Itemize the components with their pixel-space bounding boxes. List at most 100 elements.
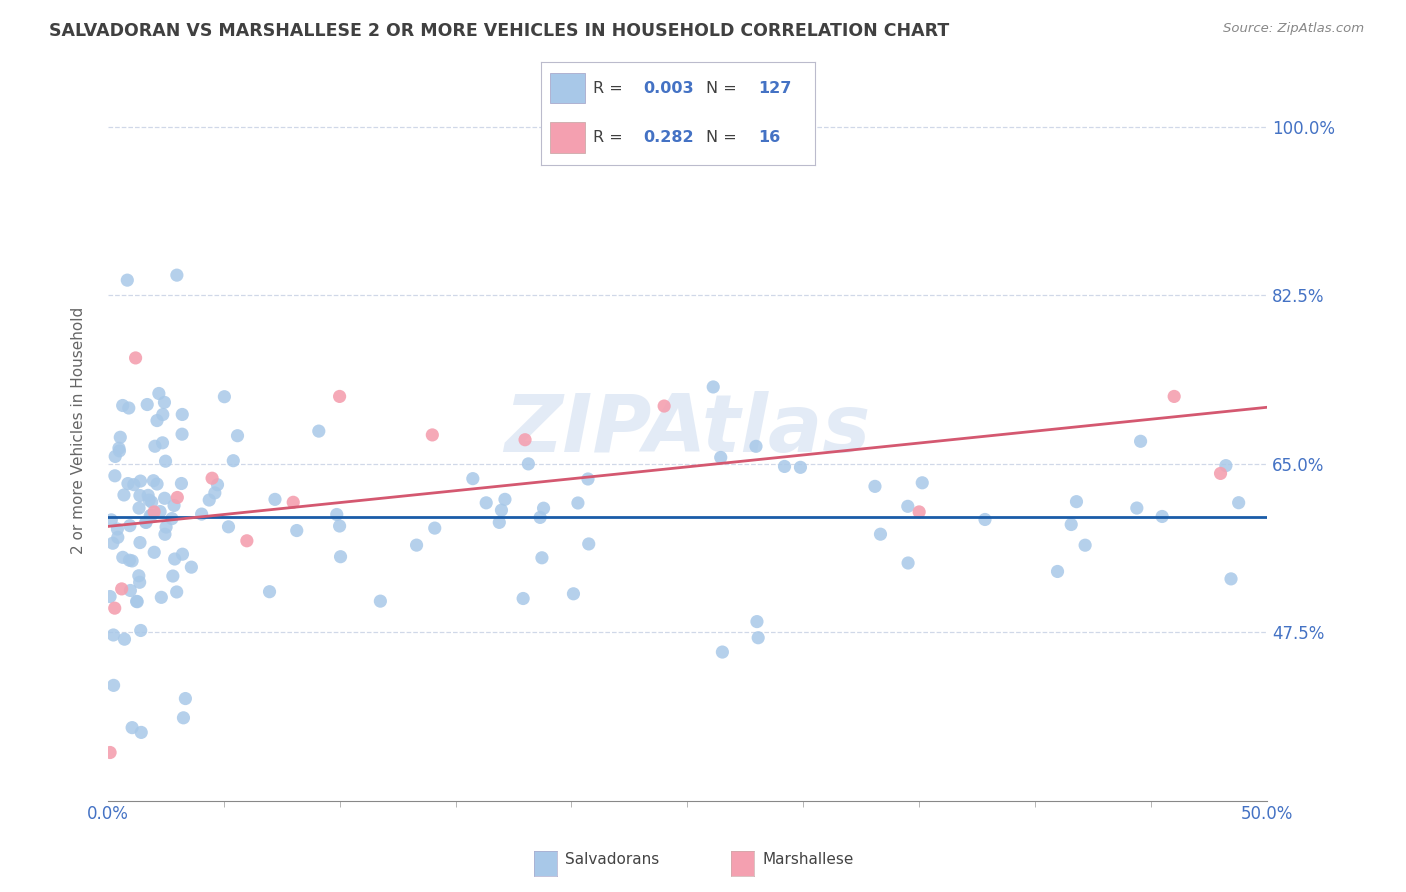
- Point: [1126, 501, 1149, 516]
- Text: Marshallese: Marshallese: [762, 853, 853, 867]
- Point: [141, 495, 163, 509]
- Point: [112, 488, 135, 502]
- Point: [128, 568, 150, 582]
- Point: [117, 476, 139, 491]
- Text: Salvadorans: Salvadorans: [565, 853, 659, 867]
- Text: 0.003: 0.003: [643, 80, 693, 95]
- Point: [143, 545, 166, 559]
- Text: Source: ZipAtlas.com: Source: ZipAtlas.com: [1223, 22, 1364, 36]
- Point: [264, 492, 287, 507]
- Point: [121, 721, 143, 735]
- Point: [745, 439, 768, 453]
- Text: ZIPAtlas: ZIPAtlas: [505, 391, 870, 469]
- Point: [162, 569, 184, 583]
- Point: [129, 535, 152, 549]
- Point: [174, 691, 197, 706]
- Point: [1209, 467, 1232, 481]
- Point: [141, 508, 163, 523]
- Point: [172, 547, 194, 561]
- Text: N =: N =: [706, 80, 742, 95]
- Point: [745, 615, 768, 629]
- Point: [180, 560, 202, 574]
- Point: [101, 536, 124, 550]
- Point: [118, 518, 141, 533]
- Point: [125, 594, 148, 608]
- Point: [135, 516, 157, 530]
- Point: [149, 504, 172, 518]
- Point: [533, 501, 555, 516]
- Point: [146, 413, 169, 427]
- Point: [773, 459, 796, 474]
- Point: [129, 624, 152, 638]
- Point: [897, 500, 920, 514]
- Point: [201, 471, 224, 485]
- Point: [236, 533, 259, 548]
- Point: [160, 511, 183, 525]
- Point: [461, 472, 484, 486]
- Point: [494, 492, 516, 507]
- Text: 0.282: 0.282: [643, 130, 693, 145]
- Point: [1152, 509, 1174, 524]
- Point: [1227, 496, 1250, 510]
- Point: [562, 587, 585, 601]
- Point: [567, 496, 589, 510]
- Point: [488, 516, 510, 530]
- Point: [166, 491, 188, 505]
- Point: [283, 495, 305, 509]
- Point: [218, 520, 240, 534]
- Point: [110, 430, 132, 444]
- Point: [1215, 458, 1237, 473]
- Point: [148, 386, 170, 401]
- Point: [138, 493, 160, 508]
- Point: [869, 527, 891, 541]
- Point: [104, 468, 127, 483]
- Point: [529, 510, 551, 524]
- Point: [121, 554, 143, 568]
- Point: [1074, 538, 1097, 552]
- Point: [259, 584, 281, 599]
- Point: [170, 427, 193, 442]
- Point: [114, 632, 136, 647]
- Point: [111, 399, 134, 413]
- Point: [143, 439, 166, 453]
- Point: [104, 450, 127, 464]
- Point: [329, 519, 352, 533]
- Point: [135, 515, 157, 529]
- Point: [152, 408, 174, 422]
- Point: [789, 460, 811, 475]
- Point: [103, 628, 125, 642]
- Point: [308, 424, 330, 438]
- Text: R =: R =: [593, 130, 628, 145]
- Point: [1163, 389, 1185, 403]
- Point: [122, 477, 145, 491]
- Point: [146, 477, 169, 491]
- Point: [1046, 565, 1069, 579]
- Point: [863, 479, 886, 493]
- Point: [908, 505, 931, 519]
- Text: R =: R =: [593, 80, 628, 95]
- Text: N =: N =: [706, 130, 742, 145]
- Bar: [550, 73, 585, 103]
- Point: [117, 273, 139, 287]
- Point: [512, 591, 534, 606]
- Text: SALVADORAN VS MARSHALLESE 2 OR MORE VEHICLES IN HOUSEHOLD CORRELATION CHART: SALVADORAN VS MARSHALLESE 2 OR MORE VEHI…: [49, 22, 949, 40]
- Point: [897, 556, 920, 570]
- Point: [128, 575, 150, 590]
- Point: [118, 553, 141, 567]
- Point: [491, 503, 513, 517]
- Text: 16: 16: [758, 130, 780, 145]
- Point: [153, 395, 176, 409]
- Text: 127: 127: [758, 80, 792, 95]
- Point: [226, 428, 249, 442]
- Point: [710, 450, 733, 465]
- Point: [163, 499, 186, 513]
- Point: [124, 351, 146, 365]
- Point: [530, 550, 553, 565]
- Point: [576, 472, 599, 486]
- Point: [103, 678, 125, 692]
- Point: [974, 512, 997, 526]
- Point: [513, 433, 536, 447]
- Point: [100, 513, 122, 527]
- Point: [1220, 572, 1243, 586]
- Point: [129, 725, 152, 739]
